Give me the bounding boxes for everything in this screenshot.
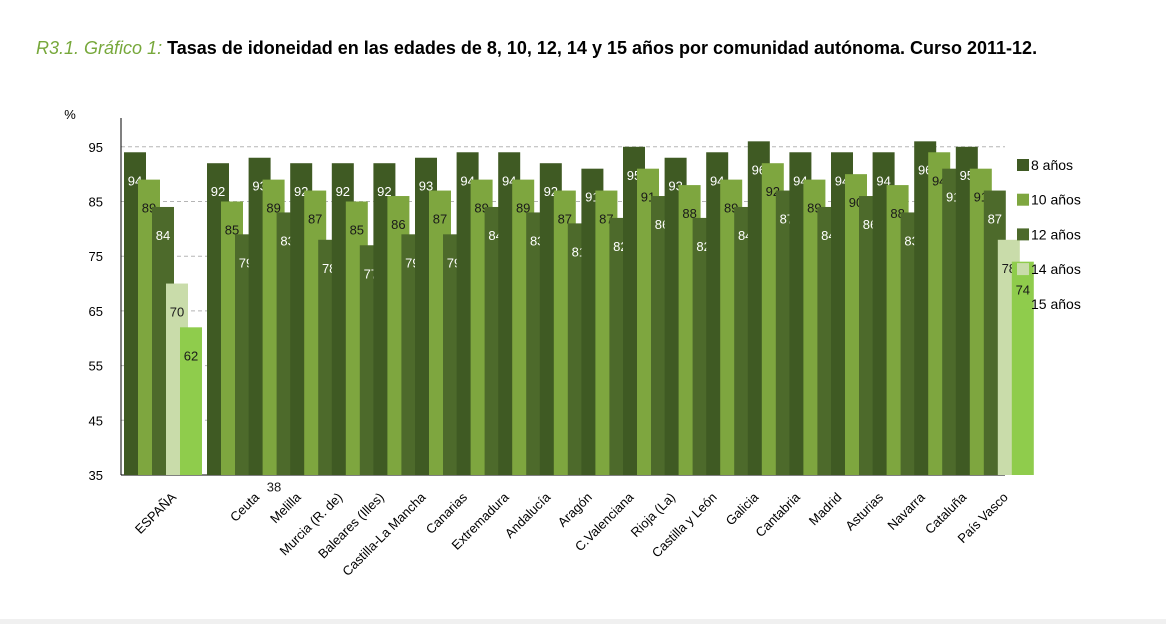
chart-ref: R3.1. Gráfico 1 <box>36 38 158 58</box>
x-tick-label: Aragón <box>555 490 595 530</box>
bottom-divider <box>0 619 1166 624</box>
chart-title: R3.1. Gráfico 1: Tasas de idoneidad en l… <box>36 38 1116 59</box>
data-label: 93 <box>419 179 433 194</box>
data-label: 62 <box>184 348 198 363</box>
legend-swatch <box>1017 159 1029 171</box>
legend-swatch <box>1017 228 1029 241</box>
x-tick-label: ESPAÑA <box>132 489 179 536</box>
data-label: 87 <box>308 212 322 227</box>
data-label: 87 <box>433 212 447 227</box>
y-tick-label: 45 <box>89 413 103 428</box>
legend-swatch <box>1017 193 1029 206</box>
y-tick-label: 95 <box>89 140 103 155</box>
y-tick-label: 75 <box>89 249 103 264</box>
legend-label: 14 años <box>1031 261 1081 277</box>
x-tick-label: Galicia <box>723 489 762 528</box>
y-tick-label: 35 <box>89 468 103 483</box>
x-tick-label: Ceuta <box>227 489 263 525</box>
bar <box>180 327 202 475</box>
y-tick-label: 65 <box>89 304 103 319</box>
data-label: 89 <box>266 201 280 216</box>
data-label: 89 <box>516 201 530 216</box>
x-tick-label: Madrid <box>806 490 845 529</box>
legend-label: 10 años <box>1031 192 1081 208</box>
data-label: 87 <box>988 212 1002 227</box>
data-label: 87 <box>558 212 572 227</box>
chart-ref-sep: : <box>157 38 163 58</box>
data-label: 86 <box>391 217 405 232</box>
bar <box>1011 261 1034 475</box>
x-tick-label: Cantabria <box>752 489 803 540</box>
y-tick-label: 85 <box>89 195 103 210</box>
x-tick-label: Andalucía <box>502 489 554 541</box>
data-label: 85 <box>350 223 364 238</box>
data-label: 94 <box>876 173 890 188</box>
x-tick-label: Asturias <box>842 489 886 533</box>
legend-swatch <box>1017 263 1029 276</box>
data-label: 85 <box>225 223 239 238</box>
data-label: 92 <box>336 184 350 199</box>
data-label: 84 <box>156 228 170 243</box>
y-tick-label: 55 <box>89 359 103 374</box>
data-label: 88 <box>682 206 696 221</box>
legend-swatch <box>1017 297 1029 310</box>
legend-label: 12 años <box>1031 226 1081 242</box>
data-label: 92 <box>211 184 225 199</box>
data-label: 70 <box>170 305 184 320</box>
y-axis-label: % <box>64 107 76 122</box>
data-label: 92 <box>377 184 391 199</box>
chart-title-text: Tasas de idoneidad en las edades de 8, 1… <box>162 38 1038 58</box>
legend-label: 15 años <box>1031 296 1081 312</box>
legend-label: 8 años <box>1031 157 1073 173</box>
data-label: 38 <box>267 480 281 495</box>
data-label: 74 <box>1016 283 1030 298</box>
